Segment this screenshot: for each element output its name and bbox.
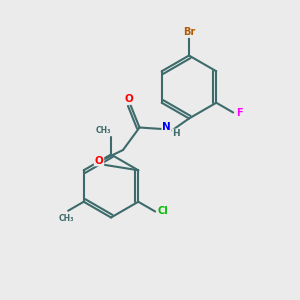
Text: Br: Br (183, 27, 195, 37)
Text: O: O (94, 155, 103, 166)
Text: F: F (236, 107, 243, 118)
Text: O: O (124, 94, 134, 104)
Text: CH₃: CH₃ (59, 214, 74, 223)
Text: Cl: Cl (157, 206, 168, 217)
Text: CH₃: CH₃ (96, 126, 111, 135)
Text: H: H (172, 129, 180, 138)
Text: N: N (162, 122, 171, 133)
